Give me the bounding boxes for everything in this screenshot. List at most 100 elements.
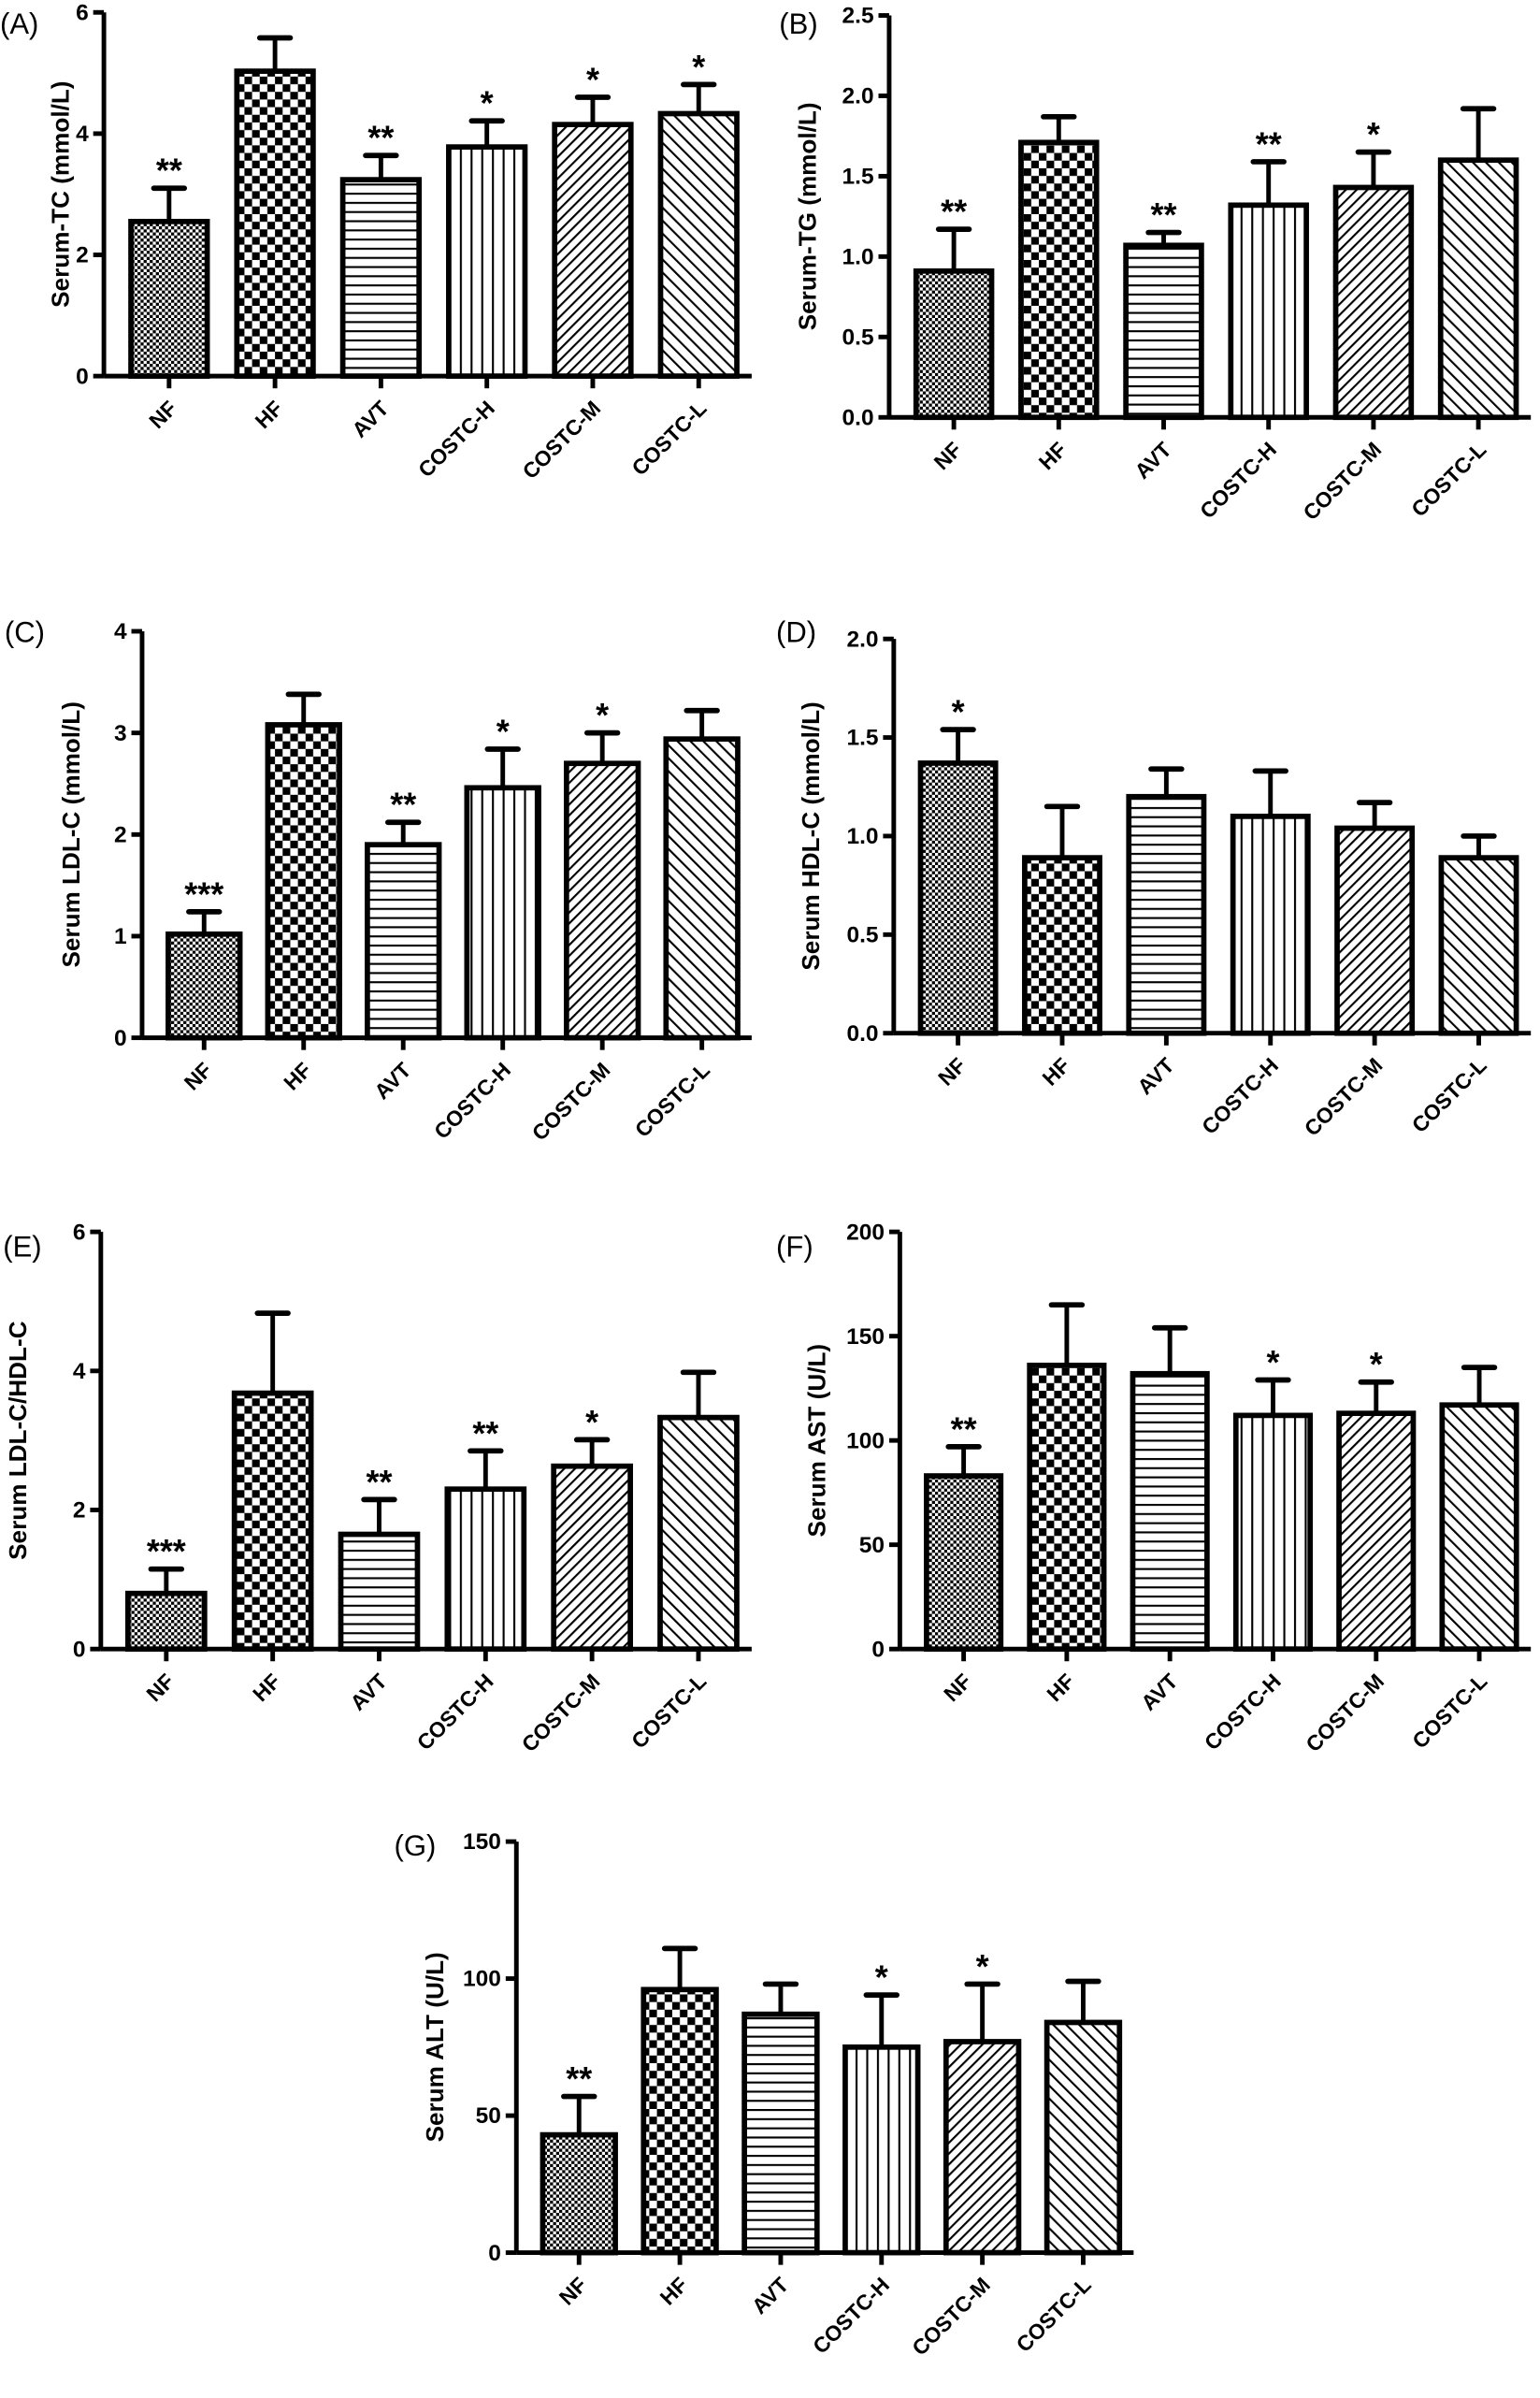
- x-tick-label: COSTC-H: [1197, 1053, 1283, 1139]
- y-tick-label: 50: [476, 2103, 501, 2129]
- bar-hf: [1022, 855, 1102, 1036]
- significance-marker: **: [390, 786, 416, 824]
- y-axis-label: Serum AST (U/L): [802, 1344, 830, 1538]
- panel-label: (D): [776, 615, 816, 648]
- y-tick-label: 4: [114, 619, 127, 644]
- bar-costc-l: [657, 110, 740, 379]
- significance-marker: *: [976, 1947, 989, 1986]
- y-tick-label: 1.5: [842, 165, 874, 190]
- bar-costc-m: [552, 122, 634, 379]
- bar-costc-m: [551, 1463, 633, 1653]
- bar-costc-h: [1228, 202, 1309, 421]
- x-tick-label: COSTC-L: [1407, 1053, 1491, 1137]
- y-tick-label: 2.0: [846, 627, 878, 652]
- x-tick-label: HF: [279, 1058, 316, 1095]
- y-tick-label: 0.0: [842, 405, 874, 430]
- bar-hf: [231, 1390, 314, 1653]
- y-tick-label: 2.5: [842, 4, 874, 29]
- significance-marker: *: [481, 84, 494, 123]
- y-axis-label: Serum LDL-C (mmol/L): [57, 701, 85, 967]
- y-axis-label: Serum HDL-C (mmol/L): [797, 701, 825, 970]
- x-tick-label: NF: [933, 1053, 971, 1091]
- x-tick-label: COSTC-H: [808, 2273, 894, 2359]
- x-tick-label: HF: [655, 2273, 692, 2310]
- bar-avt: [741, 2011, 820, 2256]
- y-tick-label: 200: [846, 1220, 885, 1245]
- y-tick-label: 4: [76, 122, 89, 147]
- bar-costc-h: [842, 2044, 921, 2256]
- bar-avt: [1130, 1370, 1210, 1653]
- y-axis-label: Serum-TC (mmol/L): [47, 80, 75, 307]
- y-tick-label: 0: [488, 2241, 501, 2266]
- x-tick-label: COSTC-L: [1407, 1668, 1491, 1753]
- x-tick-label: AVT: [347, 396, 394, 442]
- significance-marker: **: [951, 1409, 977, 1448]
- significance-marker: **: [941, 193, 967, 231]
- x-tick-label: NF: [939, 1668, 976, 1706]
- x-tick-label: NF: [144, 396, 181, 433]
- bar-hf: [234, 68, 316, 379]
- y-tick-label: 0.0: [846, 1021, 878, 1047]
- x-tick-label: COSTC-L: [630, 1058, 714, 1142]
- bar-costc-m: [1332, 184, 1415, 421]
- y-tick-label: 50: [859, 1533, 885, 1558]
- bar-costc-l: [1438, 855, 1519, 1036]
- y-tick-label: 6: [73, 1220, 86, 1245]
- bar-costc-m: [563, 760, 641, 1041]
- panel-label: (G): [395, 1829, 437, 1862]
- bar-costc-h: [446, 144, 528, 379]
- y-tick-label: 3: [114, 721, 127, 746]
- significance-marker: **: [366, 1463, 392, 1501]
- significance-marker: **: [1151, 195, 1177, 234]
- significance-marker: *: [585, 1403, 598, 1441]
- bar-hf: [1027, 1363, 1107, 1653]
- x-tick-label: COSTC-H: [429, 1058, 515, 1144]
- bar-costc-m: [943, 2039, 1022, 2256]
- bar-costc-m: [1334, 825, 1416, 1036]
- y-tick-label: 0: [73, 1637, 86, 1662]
- y-tick-label: 2: [76, 243, 89, 268]
- y-tick-label: 150: [846, 1324, 885, 1350]
- x-tick-label: AVT: [1136, 1668, 1183, 1715]
- bar-nf: [917, 760, 999, 1036]
- x-tick-label: AVT: [345, 1668, 392, 1715]
- x-tick-label: COSTC-M: [527, 1058, 615, 1146]
- bar-hf: [640, 1986, 719, 2256]
- x-tick-label: COSTC-H: [413, 396, 499, 482]
- x-tick-label: COSTC-H: [1195, 437, 1281, 523]
- x-tick-label: AVT: [1132, 1053, 1179, 1100]
- bar-costc-l: [1043, 2019, 1123, 2256]
- x-tick-label: COSTC-L: [626, 396, 711, 480]
- y-axis-label: Serum ALT (U/L): [421, 1952, 449, 2142]
- y-axis-label: Serum LDL-C/HDL-C: [4, 1321, 32, 1560]
- x-tick-label: HF: [251, 396, 288, 433]
- y-tick-label: 0.5: [846, 922, 878, 947]
- y-tick-label: 2: [73, 1498, 86, 1524]
- x-tick-label: COSTC-L: [1406, 437, 1490, 521]
- significance-marker: ***: [184, 874, 223, 913]
- bar-nf: [124, 1590, 208, 1653]
- bar-hf: [1018, 139, 1100, 421]
- y-tick-label: 0: [76, 364, 89, 389]
- panel-label: (C): [5, 615, 45, 648]
- significance-marker: *: [596, 696, 609, 734]
- panel-label: (A): [0, 7, 38, 40]
- significance-marker: *: [497, 713, 510, 751]
- significance-marker: *: [692, 48, 705, 86]
- y-tick-label: 0.5: [842, 325, 874, 350]
- y-tick-label: 2.0: [842, 84, 874, 109]
- x-tick-label: AVT: [369, 1058, 416, 1105]
- x-tick-label: COSTC-H: [1200, 1668, 1286, 1755]
- x-tick-label: COSTC-M: [517, 1668, 605, 1756]
- bar-costc-h: [1230, 814, 1311, 1036]
- x-tick-label: HF: [1042, 1668, 1079, 1706]
- bar-hf: [265, 722, 342, 1041]
- x-tick-label: COSTC-L: [1012, 2273, 1096, 2357]
- x-tick-label: HF: [1037, 1053, 1074, 1091]
- x-tick-label: COSTC-M: [907, 2273, 995, 2361]
- chart-panel-d: (D) Serum HDL-C (mmol/L) 0.0 0.5 1.0 1.5 2.0 NF…: [776, 615, 1532, 1141]
- bar-costc-l: [1439, 1402, 1519, 1653]
- x-tick-label: COSTC-M: [1298, 437, 1386, 525]
- bar-costc-h: [464, 785, 541, 1041]
